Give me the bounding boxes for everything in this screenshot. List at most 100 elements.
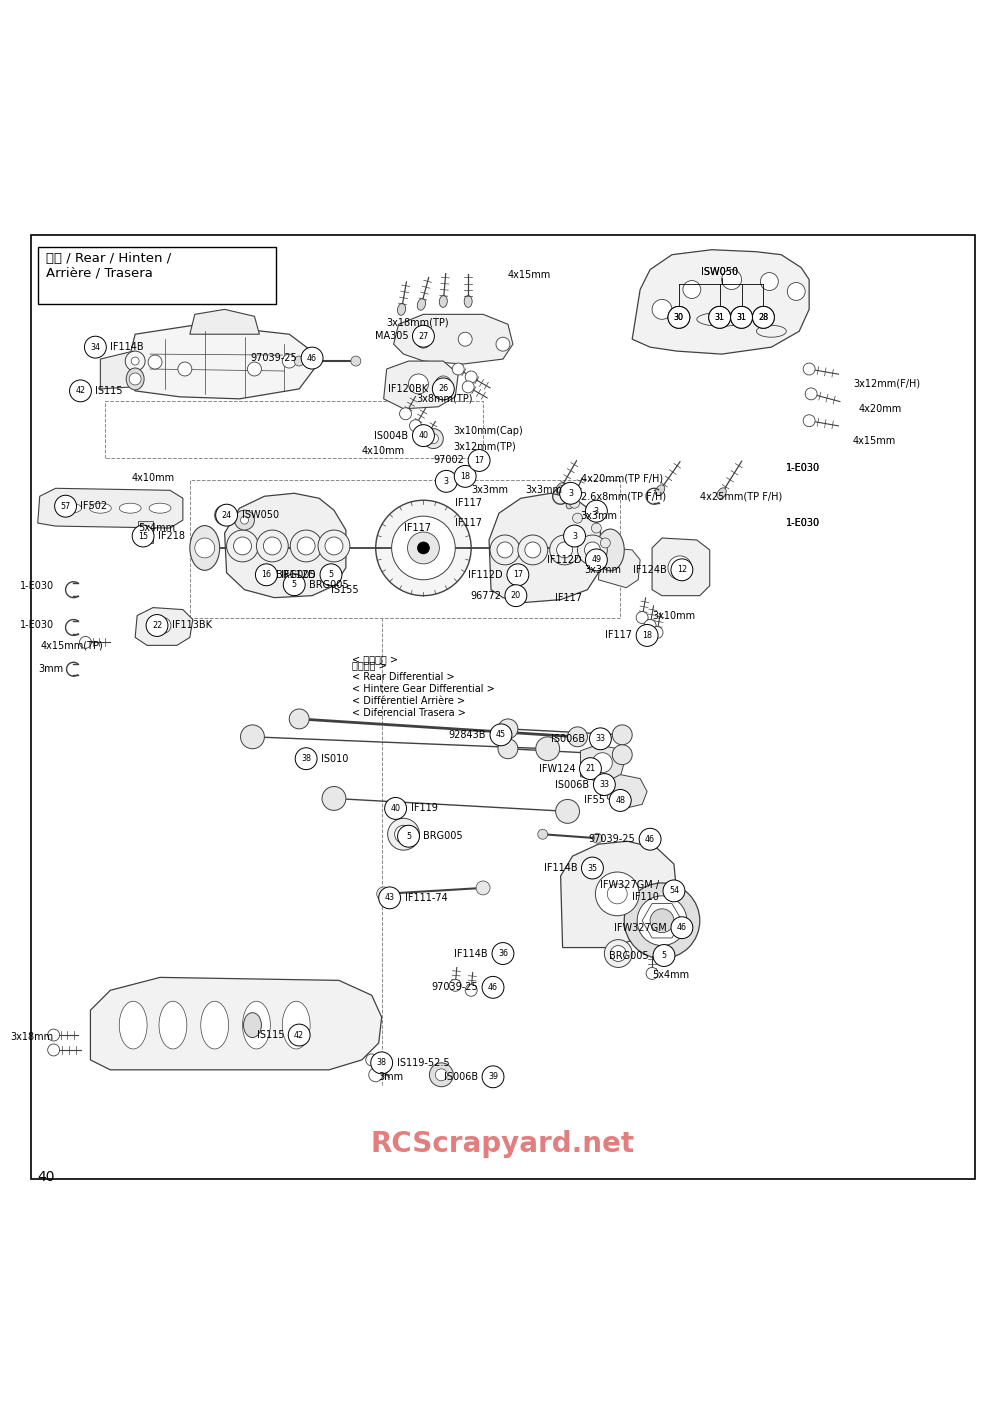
Circle shape [564,525,585,547]
Circle shape [644,619,656,632]
Text: IF218: IF218 [158,532,185,542]
Circle shape [580,758,601,779]
Circle shape [139,526,151,537]
Circle shape [465,984,477,997]
Text: 31: 31 [737,312,747,322]
Circle shape [578,534,607,564]
Text: リヤ / Rear / Hinten /
Arrière / Trasera: リヤ / Rear / Hinten / Arrière / Trasera [46,252,171,280]
Text: 3x3mm: 3x3mm [471,485,508,495]
Text: 33: 33 [595,734,605,744]
Circle shape [417,542,429,554]
Circle shape [55,495,77,518]
Circle shape [610,946,626,962]
Circle shape [385,797,407,819]
Circle shape [573,513,582,523]
Text: 1-E030: 1-E030 [786,518,820,527]
Text: IFW327GM: IFW327GM [614,923,667,933]
Text: 3x18mm(TP): 3x18mm(TP) [387,317,449,327]
Circle shape [595,872,639,916]
Circle shape [637,896,687,946]
Text: IFW327GM /
IF110: IFW327GM / IF110 [600,880,659,902]
Circle shape [454,465,476,488]
Circle shape [709,307,731,328]
Text: IF119: IF119 [411,803,437,813]
Text: 24: 24 [222,510,232,519]
Circle shape [570,498,580,508]
Text: 3x10mm(Cap): 3x10mm(Cap) [453,426,523,436]
Circle shape [550,534,580,564]
Circle shape [585,549,607,571]
Circle shape [295,748,317,769]
Circle shape [263,537,281,554]
Polygon shape [38,488,183,527]
Text: IS006B: IS006B [555,779,589,789]
Circle shape [538,829,548,840]
Ellipse shape [244,1012,261,1038]
Text: 26: 26 [438,385,448,393]
Circle shape [294,356,304,366]
Text: 40: 40 [418,431,428,440]
Polygon shape [225,493,346,598]
Circle shape [48,1044,60,1056]
Text: ISW050: ISW050 [701,267,738,277]
Text: 20: 20 [511,591,521,600]
Circle shape [752,307,774,328]
Text: RCScrapyard.net: RCScrapyard.net [371,1130,635,1158]
Text: IF55: IF55 [584,796,605,806]
Polygon shape [100,351,140,389]
Circle shape [496,337,510,351]
Polygon shape [652,537,710,595]
Circle shape [653,945,675,966]
Circle shape [449,980,461,991]
Text: 33: 33 [599,781,609,789]
Polygon shape [384,361,458,409]
Text: IF120BK: IF120BK [388,383,428,395]
Circle shape [215,505,235,525]
Circle shape [518,534,548,564]
Circle shape [241,516,248,525]
Polygon shape [581,745,624,782]
Text: IS006B: IS006B [444,1072,478,1082]
Text: < Différentiel Arrière >: < Différentiel Arrière > [352,696,465,706]
Circle shape [301,348,323,369]
Text: リヤデフ >: リヤデフ > [352,660,387,670]
Circle shape [498,738,518,759]
Circle shape [462,380,474,393]
Circle shape [683,280,701,298]
Text: < Diferencial Trasera >: < Diferencial Trasera > [352,708,466,718]
Circle shape [398,826,419,847]
Text: 15: 15 [138,532,148,540]
Circle shape [195,537,215,559]
Ellipse shape [398,304,406,315]
Ellipse shape [159,1001,187,1049]
Text: 46: 46 [645,834,655,844]
Circle shape [289,708,309,728]
Circle shape [290,530,322,561]
Text: 97039-25: 97039-25 [431,983,478,993]
Text: IF114B: IF114B [110,342,144,352]
Text: 28: 28 [758,312,768,322]
Text: 3x12mm(TP): 3x12mm(TP) [453,441,516,451]
Text: 30: 30 [674,312,684,322]
FancyBboxPatch shape [38,247,276,304]
Text: 97039-25: 97039-25 [588,834,635,844]
Circle shape [371,1052,393,1073]
Text: 5x4mm: 5x4mm [652,970,689,980]
Circle shape [671,559,693,581]
Circle shape [498,718,518,738]
Ellipse shape [243,1001,270,1049]
Circle shape [318,530,350,561]
Circle shape [297,537,315,554]
Text: 42: 42 [75,386,86,396]
Text: IF117: IF117 [555,592,582,602]
Circle shape [241,725,264,749]
Text: 2.6x8mm(TP F/H): 2.6x8mm(TP F/H) [581,491,666,501]
Text: 3: 3 [572,532,577,540]
Circle shape [408,532,439,564]
Text: 4x15mm(TP): 4x15mm(TP) [41,641,103,650]
Text: < Rear Differential >: < Rear Differential > [352,672,454,682]
Circle shape [482,977,504,998]
Circle shape [651,626,663,638]
Circle shape [525,542,541,559]
Text: IF112D: IF112D [547,554,581,564]
